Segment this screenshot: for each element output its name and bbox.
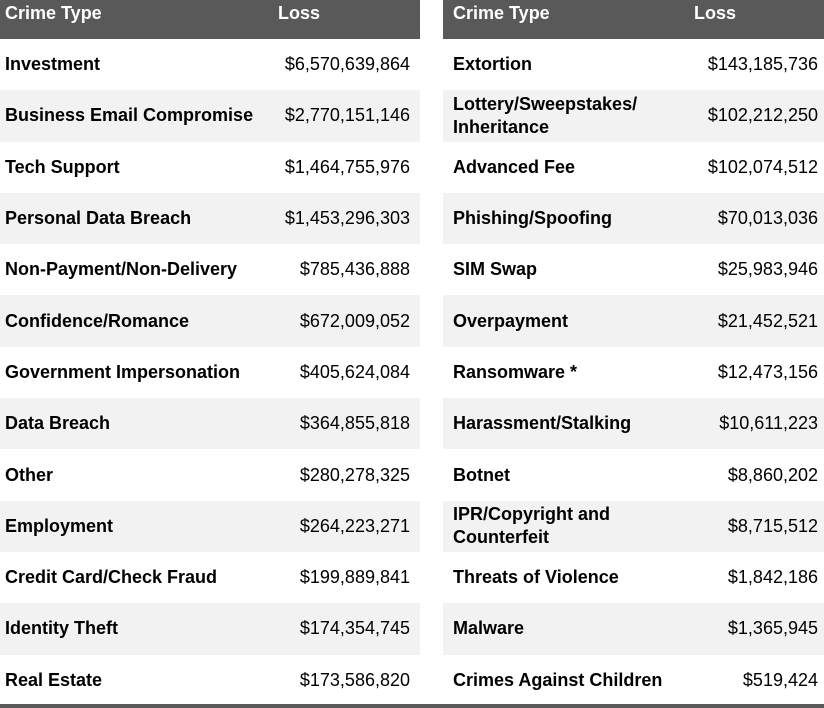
left-loss-cell: $199,889,841	[299, 567, 410, 588]
left-loss-cell: $264,223,271	[299, 515, 410, 536]
left-loss-cell: $1,453,296,303	[284, 208, 410, 229]
left-loss-cell: $173,586,820	[299, 669, 410, 690]
left-table-row: Non-Payment/Non-Delivery $785,436,888	[0, 244, 420, 295]
right-loss-cell: $143,185,736	[707, 54, 818, 75]
left-crime-type-cell: Tech Support	[5, 156, 120, 177]
left-header-row: Crime Type Loss	[0, 0, 420, 39]
left-table-row: Confidence/Romance $672,009,052	[0, 295, 420, 347]
left-table-row: Personal Data Breach $1,453,296,303	[0, 192, 420, 245]
right-table-row: SIM Swap $25,983,946	[443, 244, 824, 295]
right-table-row: Botnet $8,860,202	[443, 449, 824, 500]
left-crime-type-cell: Credit Card/Check Fraud	[5, 567, 218, 588]
right-table-row: Threats of Violence $1,842,186	[443, 552, 824, 603]
right-loss-cell: $10,611,223	[719, 413, 818, 434]
right-loss-cell: $519,424	[742, 669, 818, 690]
left-crime-type-cell: Data Breach	[5, 413, 111, 434]
right-table: Crime Type Loss Extortion $143,185,736 Lot…	[443, 0, 824, 706]
right-loss-cell: $1,365,945	[727, 618, 818, 639]
left-loss-cell: $280,278,325	[299, 464, 410, 485]
left-loss-cell: $364,855,818	[299, 413, 410, 434]
left-table-row: Identity Theft $174,354,745	[0, 603, 420, 655]
table-bottom-border	[0, 704, 824, 708]
right-table-row: Advanced Fee $102,074,512	[443, 142, 824, 193]
right-loss-cell: $70,013,036	[717, 208, 818, 229]
left-crime-type-cell: Government Impersonation	[5, 361, 241, 382]
left-crime-type-cell: Real Estate	[5, 669, 103, 690]
left-table-row: Data Breach $364,855,818	[0, 398, 420, 450]
right-loss-cell: $1,842,186	[727, 567, 818, 588]
right-table-row: Overpayment $21,452,521	[443, 295, 824, 347]
left-crime-type-cell: Investment	[5, 54, 101, 75]
left-loss-cell: $785,436,888	[299, 259, 410, 280]
right-loss-cell: $12,473,156	[717, 361, 818, 382]
left-crime-type-cell: Employment	[5, 515, 114, 536]
left-loss-cell: $6,570,639,864	[284, 54, 410, 75]
left-table-row: Employment $264,223,271	[0, 500, 420, 552]
left-loss-cell: $1,464,755,976	[284, 156, 410, 177]
left-crime-type-cell: Other	[5, 464, 54, 485]
left-table-row: Credit Card/Check Fraud $199,889,841	[0, 552, 420, 603]
left-loss-cell: $405,624,084	[299, 361, 410, 382]
left-table-row: Business Email Compromise $2,770,151,146	[0, 90, 420, 142]
right-loss-cell: $102,212,250	[707, 105, 818, 126]
left-crime-type-cell: Non-Payment/Non-Delivery	[5, 259, 238, 280]
right-table-row: IPR/Copyright and Counterfeit $8,715,512	[443, 500, 824, 552]
left-crime-type-cell: Business Email Compromise	[5, 105, 254, 126]
left-crime-type-cell: Personal Data Breach	[5, 208, 192, 229]
right-table-row: Malware $1,365,945	[443, 603, 824, 655]
right-crime-type-cell: Lottery/Sweepstakes/ Inheritance	[453, 93, 638, 137]
left-table-row: Investment $6,570,639,864	[0, 39, 420, 90]
right-crime-type-cell: Phishing/Spoofing	[453, 208, 612, 229]
right-crime-type-cell: IPR/Copyright and Counterfeit	[453, 504, 610, 548]
right-loss-cell: $21,452,521	[717, 310, 818, 331]
right-table-row: Lottery/Sweepstakes/ Inheritance $102,212…	[443, 90, 824, 142]
right-crime-type-cell: Advanced Fee	[453, 156, 576, 177]
right-loss-cell: $8,860,202	[727, 464, 818, 485]
left-header-loss: Loss	[278, 3, 321, 23]
right-crime-type-cell: Malware	[453, 618, 525, 639]
right-loss-cell: $8,715,512	[727, 515, 818, 536]
right-table-row: Extortion $143,185,736	[443, 39, 824, 90]
left-table-row: Tech Support $1,464,755,976	[0, 142, 420, 193]
left-table-row: Real Estate $173,586,820	[0, 655, 420, 706]
left-loss-cell: $672,009,052	[299, 310, 410, 331]
right-crime-type-cell: Botnet	[453, 464, 510, 485]
left-table: Crime Type Loss Investment $6,570,639,864…	[0, 0, 420, 706]
left-crime-type-cell: Confidence/Romance	[5, 310, 190, 331]
right-crime-type-cell: Harassment/Stalking	[453, 413, 632, 434]
right-table-row: Harassment/Stalking $10,611,223	[443, 398, 824, 450]
left-loss-cell: $174,354,745	[299, 618, 410, 639]
right-table-row: Crimes Against Children $519,424	[443, 655, 824, 706]
right-table-row: Ransomware * $12,473,156	[443, 347, 824, 398]
left-table-row: Government Impersonation $405,624,084	[0, 347, 420, 398]
right-table-row: Phishing/Spoofing $70,013,036	[443, 192, 824, 245]
left-crime-type-cell: Identity Theft	[5, 618, 118, 639]
right-crime-type-cell: Overpayment	[453, 310, 569, 331]
right-crime-type-cell: Ransomware *	[453, 361, 578, 382]
right-header-crime-type: Crime Type	[453, 3, 550, 23]
left-header-crime-type: Crime Type	[5, 3, 102, 23]
right-loss-cell: $25,983,946	[717, 259, 818, 280]
right-header-row: Crime Type Loss	[443, 0, 824, 39]
left-table-row: Other $280,278,325	[0, 449, 420, 500]
right-crime-type-cell: Extortion	[453, 54, 532, 75]
right-header-loss: Loss	[694, 3, 737, 23]
right-crime-type-cell: Crimes Against Children	[453, 669, 663, 690]
right-crime-type-cell: SIM Swap	[453, 259, 538, 280]
right-crime-type-cell: Threats of Violence	[453, 567, 619, 588]
left-loss-cell: $2,770,151,146	[284, 105, 410, 126]
right-loss-cell: $102,074,512	[707, 156, 818, 177]
